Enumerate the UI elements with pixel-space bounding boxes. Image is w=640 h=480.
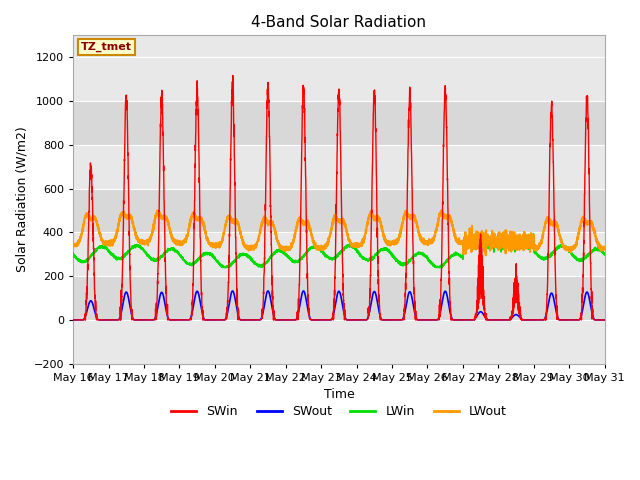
- Bar: [73, 232, 605, 276]
- Legend: SWin, SWout, LWin, LWout: SWin, SWout, LWin, LWout: [166, 400, 511, 423]
- Bar: [73, 57, 605, 101]
- Bar: [73, 145, 605, 189]
- Bar: [73, 320, 605, 364]
- Bar: [73, 189, 605, 232]
- Y-axis label: Solar Radiation (W/m2): Solar Radiation (W/m2): [15, 127, 28, 273]
- X-axis label: Time: Time: [323, 388, 355, 401]
- Bar: [73, 101, 605, 145]
- Text: TZ_tmet: TZ_tmet: [81, 42, 132, 52]
- Title: 4-Band Solar Radiation: 4-Band Solar Radiation: [252, 15, 426, 30]
- Bar: [73, 276, 605, 320]
